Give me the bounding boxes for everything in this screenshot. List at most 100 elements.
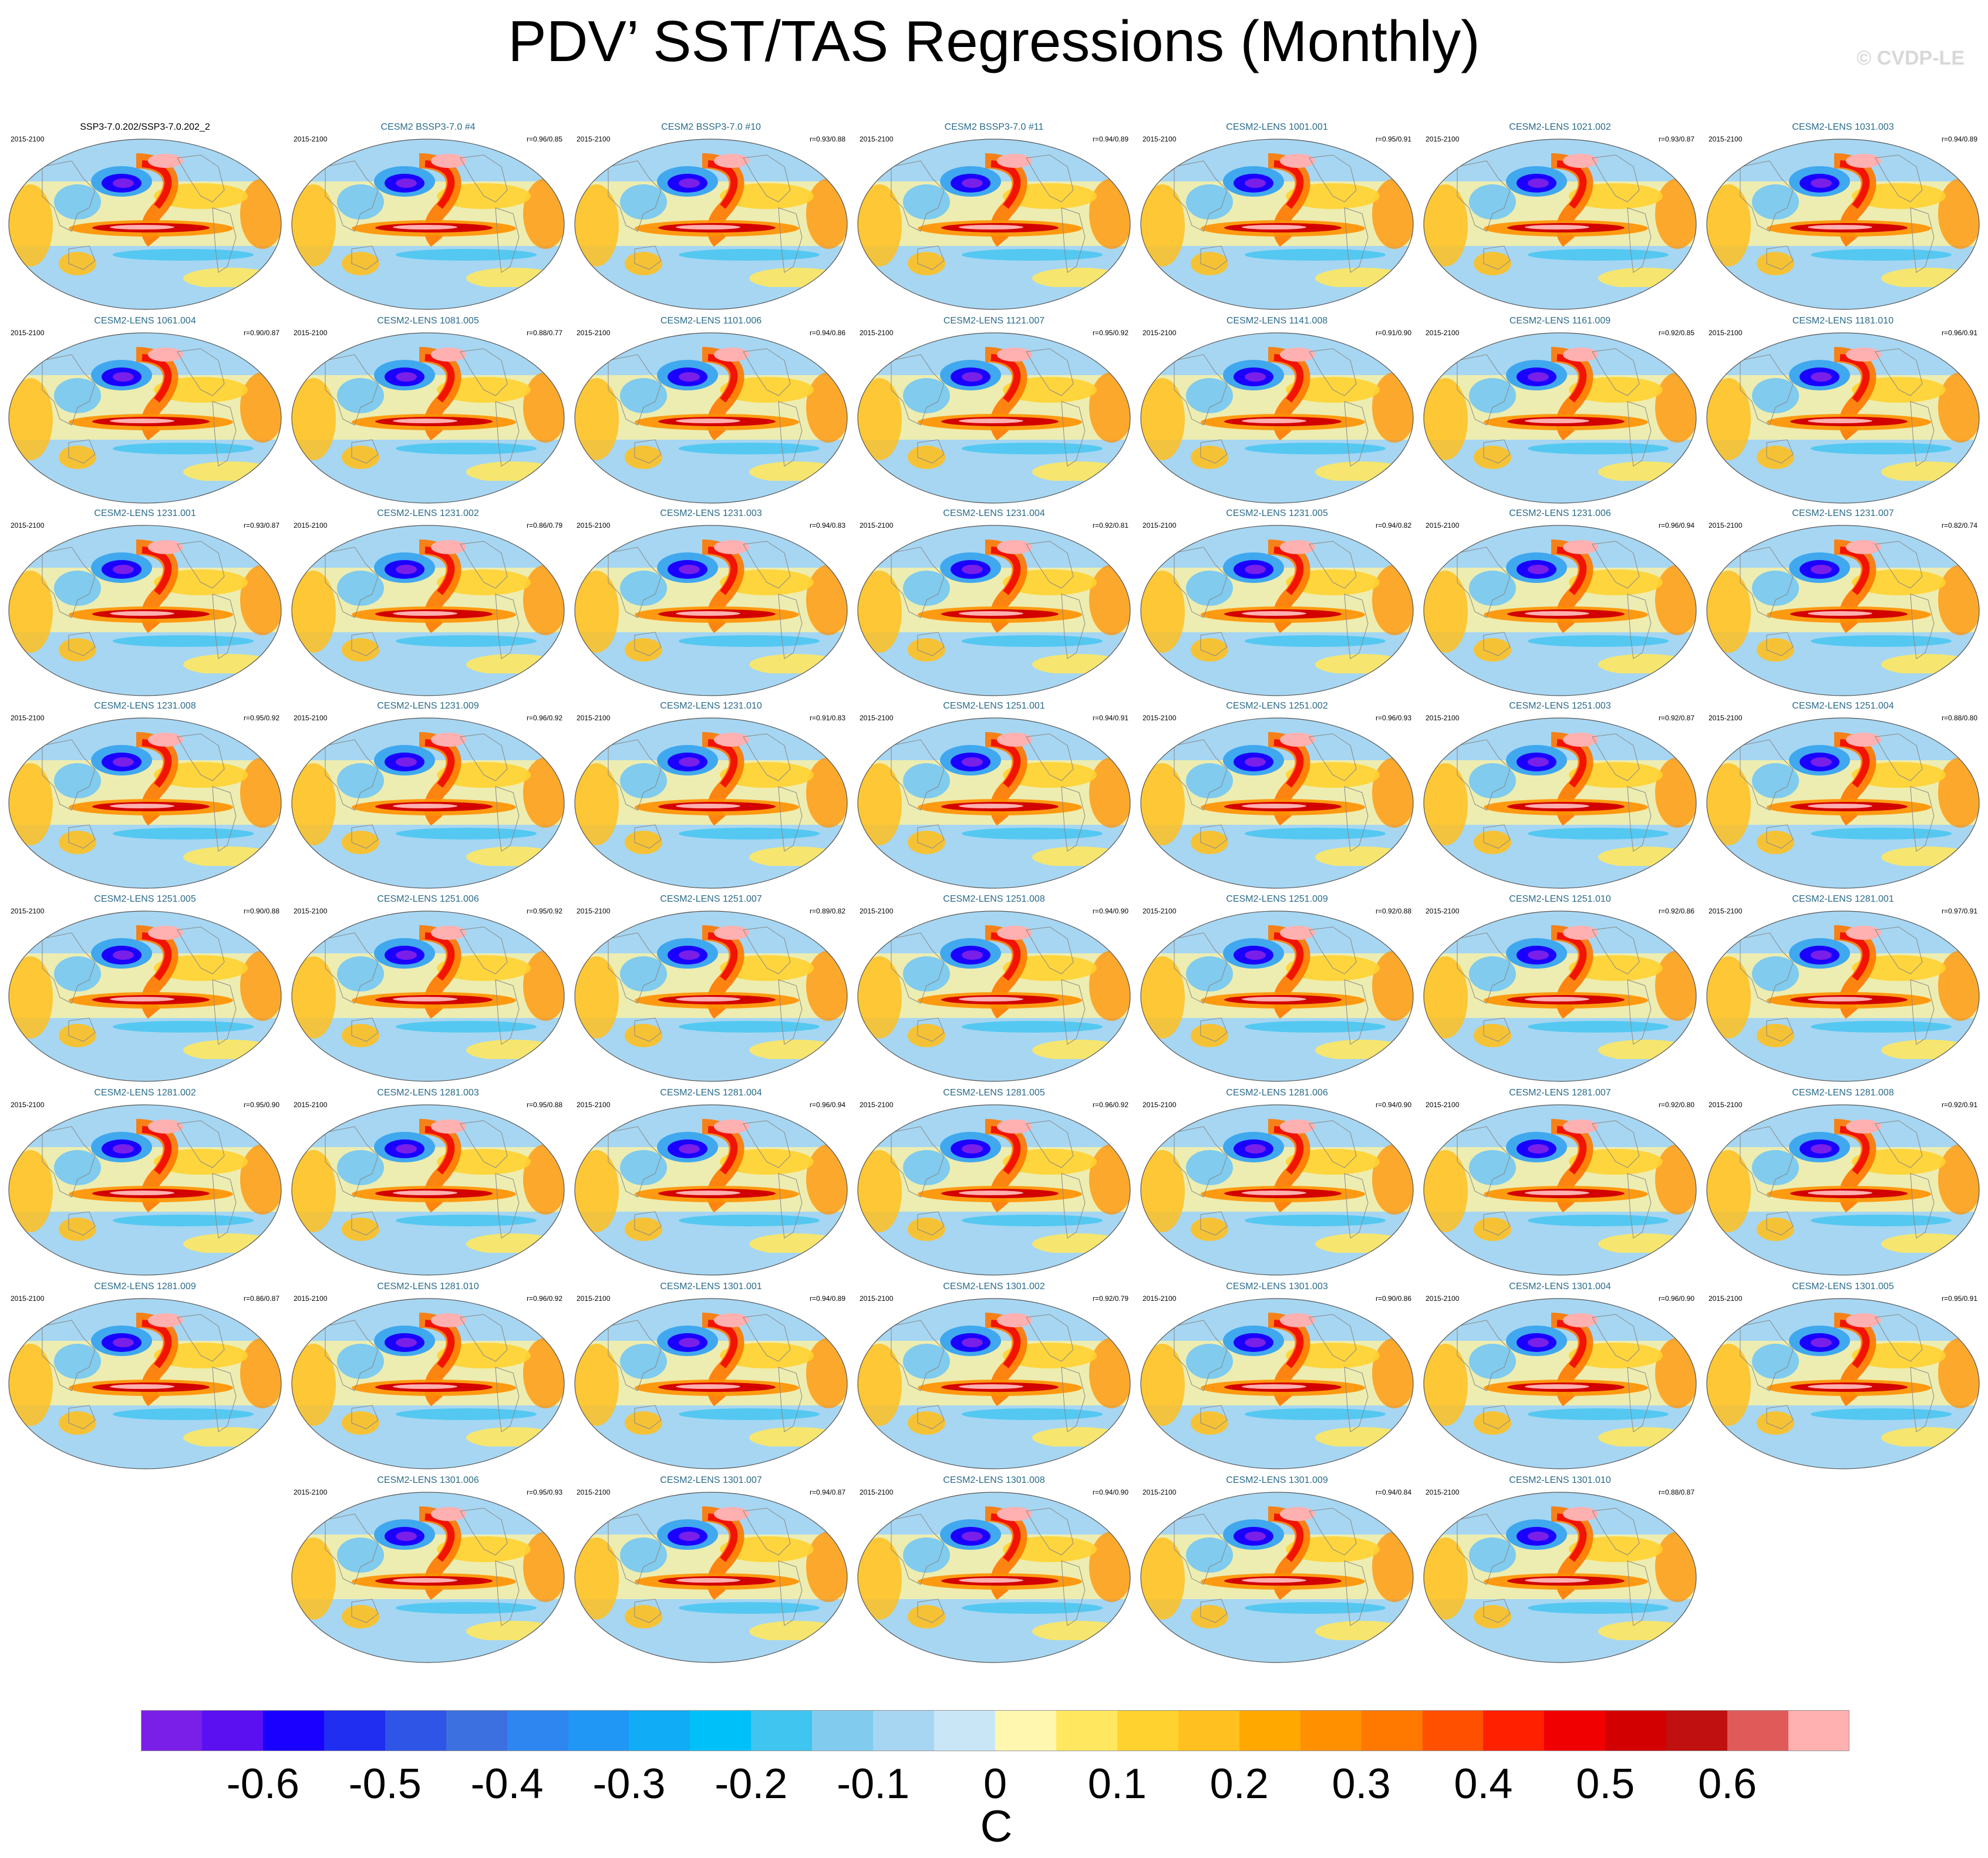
panel-title: CESM2-LENS 1231.004 — [943, 508, 1045, 518]
panel-title: CESM2-LENS 1081.005 — [377, 316, 479, 326]
panel-period: 2015-2100 — [577, 521, 611, 530]
map-panel: CESM2-LENS 1081.005 2015-2100 r=0.88/0.77 — [290, 311, 566, 505]
regression-map — [1705, 137, 1981, 314]
panel-pattern-correlation: r=0.91/0.90 — [1375, 329, 1411, 337]
panel-title: CESM2-LENS 1251.004 — [1792, 701, 1894, 711]
panel-period: 2015-2100 — [860, 907, 894, 915]
panel-period: 2015-2100 — [11, 907, 45, 915]
panel-period: 2015-2100 — [577, 329, 611, 337]
panel-pattern-correlation: r=0.92/0.80 — [1658, 1101, 1694, 1109]
map-panel: CESM2-LENS 1231.007 2015-2100 r=0.82/0.74 — [1705, 504, 1981, 697]
panel-pattern-correlation: r=0.96/0.90 — [1658, 1294, 1694, 1303]
map-panel: CESM2-LENS 1251.006 2015-2100 r=0.95/0.92 — [290, 889, 566, 1083]
panel-period: 2015-2100 — [1143, 135, 1177, 143]
panel-pattern-correlation: r=0.82/0.74 — [1941, 521, 1977, 530]
panel-period: 2015-2100 — [577, 714, 611, 722]
regression-map — [1422, 524, 1698, 700]
colorbar-tick-label: -0.3 — [592, 1761, 666, 1808]
map-panel: CESM2-LENS 1031.003 2015-2100 r=0.94/0.89 — [1705, 117, 1981, 311]
colorbar-tick-label: -0.4 — [470, 1761, 544, 1808]
panel-pattern-correlation: r=0.92/0.86 — [1658, 907, 1694, 915]
panel-period: 2015-2100 — [577, 1294, 611, 1303]
map-panel: CESM2-LENS 1281.001 2015-2100 r=0.97/0.91 — [1705, 889, 1981, 1083]
map-panel: CESM2-LENS 1161.009 2015-2100 r=0.92/0.85 — [1422, 311, 1698, 505]
panel-pattern-correlation: r=0.96/0.91 — [1941, 329, 1977, 337]
colorbar-box — [262, 1710, 325, 1751]
panel-period: 2015-2100 — [1709, 521, 1743, 530]
panel-pattern-correlation: r=0.95/0.91 — [1941, 1294, 1977, 1303]
panel-title: CESM2 BSSP3-7.0 #11 — [944, 122, 1044, 132]
panel-pattern-correlation: r=0.94/0.90 — [1092, 1488, 1128, 1496]
regression-map — [290, 137, 566, 314]
panel-pattern-correlation: r=0.93/0.88 — [809, 135, 845, 143]
panel-pattern-correlation: r=0.94/0.89 — [1941, 135, 1977, 143]
regression-map — [573, 331, 849, 508]
regression-map — [290, 909, 566, 1086]
map-panel: CESM2-LENS 1231.005 2015-2100 r=0.94/0.82 — [1139, 504, 1415, 697]
panel-title: CESM2-LENS 1301.005 — [1792, 1282, 1894, 1292]
colorbar-box — [995, 1710, 1057, 1751]
panel-period: 2015-2100 — [11, 1294, 45, 1303]
regression-map — [856, 909, 1132, 1086]
panel-title: CESM2-LENS 1301.004 — [1509, 1282, 1611, 1292]
regression-map — [7, 137, 283, 314]
panel-period: 2015-2100 — [11, 1101, 45, 1109]
map-panel: CESM2-LENS 1251.005 2015-2100 r=0.90/0.88 — [7, 889, 283, 1083]
colorbar-box — [934, 1710, 996, 1751]
regression-map — [573, 137, 849, 314]
panel-title: CESM2-LENS 1281.001 — [1792, 894, 1894, 904]
map-panel: CESM2-LENS 1251.007 2015-2100 r=0.89/0.82 — [573, 889, 849, 1083]
panel-pattern-correlation: r=0.96/0.85 — [526, 135, 562, 143]
regression-map — [1139, 137, 1415, 314]
panel-title: CESM2-LENS 1301.001 — [660, 1282, 762, 1292]
panel-pattern-correlation: r=0.92/0.91 — [1941, 1101, 1977, 1109]
colorbar-tick-label: 0 — [983, 1761, 1008, 1808]
panel-period: 2015-2100 — [294, 521, 328, 530]
map-panel: CESM2-LENS 1301.005 2015-2100 r=0.95/0.91 — [1705, 1277, 1981, 1471]
panel-pattern-correlation: r=0.95/0.91 — [1375, 135, 1411, 143]
panel-title: CESM2-LENS 1231.005 — [1226, 508, 1328, 518]
regression-map — [7, 524, 283, 700]
regression-map — [1139, 331, 1415, 508]
panel-title: CESM2-LENS 1141.008 — [1226, 316, 1328, 326]
panel-pattern-correlation: r=0.95/0.88 — [526, 1101, 562, 1109]
colorbar-box — [1666, 1710, 1728, 1751]
map-panel: CESM2-LENS 1301.008 2015-2100 r=0.94/0.90 — [856, 1471, 1132, 1664]
panel-period: 2015-2100 — [1143, 521, 1177, 530]
panel-period: 2015-2100 — [860, 329, 894, 337]
panel-pattern-correlation: r=0.90/0.88 — [243, 907, 279, 915]
panel-period: 2015-2100 — [294, 1101, 328, 1109]
colorbar-box — [507, 1710, 568, 1751]
map-panel: CESM2-LENS 1101.006 2015-2100 r=0.94/0.86 — [573, 311, 849, 505]
map-panel: CESM2-LENS 1281.008 2015-2100 r=0.92/0.91 — [1705, 1083, 1981, 1277]
panel-title: CESM2-LENS 1231.001 — [94, 508, 196, 518]
panel-period: 2015-2100 — [11, 135, 45, 143]
regression-map — [1422, 137, 1698, 314]
map-panel: CESM2-LENS 1301.009 2015-2100 r=0.94/0.84 — [1139, 1471, 1415, 1664]
panel-title: CESM2-LENS 1251.007 — [660, 894, 762, 904]
panel-period: 2015-2100 — [1709, 1294, 1743, 1303]
panel-period: 2015-2100 — [860, 1294, 894, 1303]
colorbar-box — [873, 1710, 935, 1751]
panel-period: 2015-2100 — [1143, 907, 1177, 915]
panel-title: CESM2 BSSP3-7.0 #4 — [380, 122, 476, 132]
regression-map — [1422, 909, 1698, 1086]
panel-pattern-correlation: r=0.96/0.94 — [809, 1101, 845, 1109]
colorbar-box — [1727, 1710, 1789, 1751]
colorbar-box — [1605, 1710, 1667, 1751]
panel-period: 2015-2100 — [860, 1488, 894, 1496]
colorbar-box — [1361, 1710, 1423, 1751]
panel-title: CESM2-LENS 1251.010 — [1509, 894, 1611, 904]
panel-period: 2015-2100 — [577, 1101, 611, 1109]
map-panel: CESM2-LENS 1231.002 2015-2100 r=0.86/0.79 — [290, 504, 566, 697]
map-panel: CESM2-LENS 1231.010 2015-2100 r=0.91/0.83 — [573, 696, 849, 890]
regression-map — [1422, 1103, 1698, 1280]
panel-period: 2015-2100 — [1709, 714, 1743, 722]
panel-pattern-correlation: r=0.89/0.82 — [809, 907, 845, 915]
panel-title: CESM2-LENS 1281.002 — [94, 1088, 196, 1098]
panel-period: 2015-2100 — [860, 1101, 894, 1109]
panel-pattern-correlation: r=0.96/0.94 — [1658, 521, 1694, 530]
panel-period: 2015-2100 — [1426, 714, 1460, 722]
panel-pattern-correlation: r=0.86/0.87 — [243, 1294, 279, 1303]
panel-period: 2015-2100 — [294, 135, 328, 143]
